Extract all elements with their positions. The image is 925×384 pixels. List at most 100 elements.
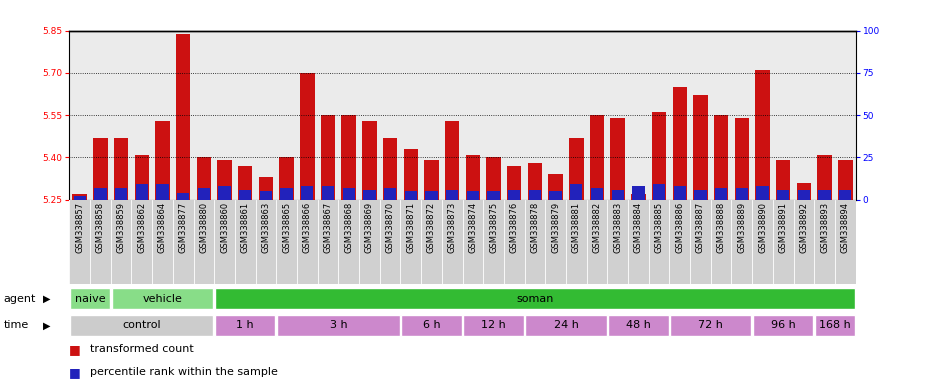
Text: 168 h: 168 h xyxy=(819,320,851,331)
Text: GSM338872: GSM338872 xyxy=(427,202,436,253)
Bar xyxy=(425,160,438,200)
Text: GSM338857: GSM338857 xyxy=(75,202,84,253)
Bar xyxy=(632,186,645,200)
Bar xyxy=(815,315,855,336)
Text: ▶: ▶ xyxy=(43,320,50,331)
Bar xyxy=(72,194,87,200)
Text: 96 h: 96 h xyxy=(771,320,796,331)
Bar xyxy=(156,184,168,200)
Bar xyxy=(527,163,542,200)
Text: GSM338886: GSM338886 xyxy=(675,202,684,253)
Bar xyxy=(797,190,810,200)
Bar xyxy=(115,188,128,200)
Bar xyxy=(467,191,479,200)
Text: GSM338894: GSM338894 xyxy=(841,202,850,253)
Bar xyxy=(114,138,129,200)
Bar xyxy=(321,115,335,200)
Bar xyxy=(426,191,438,200)
Bar xyxy=(176,33,191,200)
Text: GSM338863: GSM338863 xyxy=(262,202,270,253)
Text: GSM338861: GSM338861 xyxy=(240,202,250,253)
Bar xyxy=(735,188,748,200)
Text: 6 h: 6 h xyxy=(423,320,440,331)
Text: GSM338889: GSM338889 xyxy=(737,202,746,253)
Bar xyxy=(341,115,356,200)
Text: GSM338885: GSM338885 xyxy=(655,202,663,253)
Bar xyxy=(364,190,376,200)
Bar xyxy=(238,166,253,200)
Text: GSM338860: GSM338860 xyxy=(220,202,229,253)
Bar xyxy=(631,194,646,200)
Bar xyxy=(384,188,396,200)
Text: GSM338892: GSM338892 xyxy=(799,202,808,253)
Text: GSM338866: GSM338866 xyxy=(302,202,312,253)
Bar xyxy=(112,288,214,309)
Text: ■: ■ xyxy=(69,343,81,356)
Bar xyxy=(838,160,853,200)
Bar xyxy=(215,288,855,309)
Bar xyxy=(259,177,273,200)
Text: GSM338884: GSM338884 xyxy=(634,202,643,253)
Text: GSM338873: GSM338873 xyxy=(448,202,457,253)
Bar xyxy=(239,190,252,200)
Bar xyxy=(671,315,751,336)
Text: GSM338868: GSM338868 xyxy=(344,202,353,253)
Bar xyxy=(302,186,314,200)
Text: 3 h: 3 h xyxy=(329,320,347,331)
Text: GSM338881: GSM338881 xyxy=(572,202,581,253)
Text: 1 h: 1 h xyxy=(237,320,254,331)
Bar xyxy=(383,138,398,200)
Bar xyxy=(525,315,607,336)
Bar xyxy=(401,315,462,336)
Bar xyxy=(322,186,334,200)
Text: GSM338870: GSM338870 xyxy=(386,202,395,253)
Bar xyxy=(839,190,851,200)
Bar xyxy=(342,188,355,200)
Bar xyxy=(177,193,190,200)
Text: GSM338890: GSM338890 xyxy=(758,202,767,253)
Bar xyxy=(753,315,813,336)
Text: GSM338874: GSM338874 xyxy=(468,202,477,253)
Text: vehicle: vehicle xyxy=(142,293,182,304)
Bar xyxy=(94,188,106,200)
Bar xyxy=(796,183,811,200)
Text: naive: naive xyxy=(75,293,105,304)
Bar xyxy=(217,160,232,200)
Bar xyxy=(776,160,791,200)
Bar xyxy=(549,191,561,200)
Bar xyxy=(445,121,460,200)
Text: percentile rank within the sample: percentile rank within the sample xyxy=(90,367,278,377)
Bar xyxy=(777,190,789,200)
Bar xyxy=(279,157,294,200)
Bar xyxy=(198,188,210,200)
Bar xyxy=(136,184,148,200)
Bar xyxy=(218,186,230,200)
Text: GSM338869: GSM338869 xyxy=(364,202,374,253)
Bar xyxy=(590,115,604,200)
Text: GSM338862: GSM338862 xyxy=(137,202,146,253)
Bar xyxy=(487,157,500,200)
Text: ■: ■ xyxy=(69,366,81,379)
Bar xyxy=(756,70,770,200)
Text: transformed count: transformed count xyxy=(90,344,193,354)
Text: GSM338867: GSM338867 xyxy=(324,202,332,253)
Text: GSM338882: GSM338882 xyxy=(593,202,601,253)
Bar xyxy=(508,190,521,200)
Bar xyxy=(608,315,669,336)
Text: GSM338893: GSM338893 xyxy=(820,202,829,253)
Bar xyxy=(215,315,276,336)
Text: GSM338858: GSM338858 xyxy=(96,202,105,253)
Text: time: time xyxy=(4,320,29,331)
Bar xyxy=(734,118,749,200)
Bar xyxy=(653,184,665,200)
Text: GSM338875: GSM338875 xyxy=(489,202,498,253)
Text: GSM338878: GSM338878 xyxy=(530,202,539,253)
Bar xyxy=(611,190,623,200)
Bar xyxy=(818,155,832,200)
Text: GSM338859: GSM338859 xyxy=(117,202,126,253)
Text: GSM338877: GSM338877 xyxy=(179,202,188,253)
Text: GSM338891: GSM338891 xyxy=(779,202,788,253)
Bar xyxy=(134,155,149,200)
Bar xyxy=(673,186,686,200)
Bar xyxy=(652,113,666,200)
